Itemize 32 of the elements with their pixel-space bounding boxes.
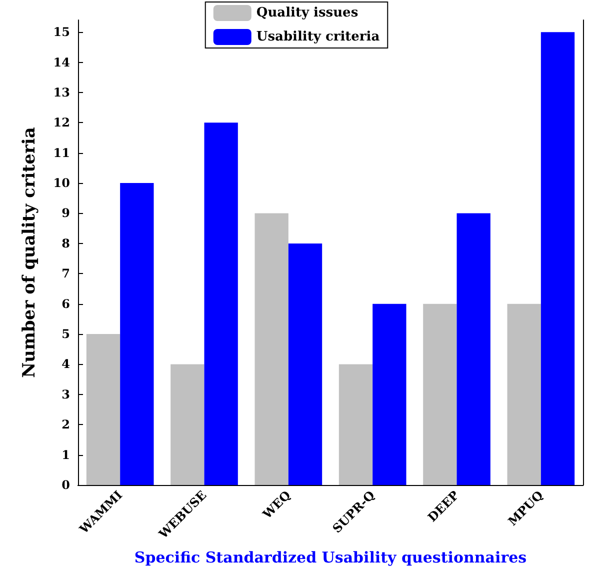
bar [456, 213, 490, 485]
y-tick-label: 10 [53, 176, 70, 190]
bar [120, 183, 154, 485]
y-tick-label: 4 [62, 357, 70, 372]
y-tick-label: 9 [62, 206, 70, 220]
y-tick-label: 3 [62, 387, 70, 402]
bar [254, 213, 288, 485]
bar [338, 364, 373, 485]
y-tick-label: 5 [62, 327, 70, 342]
bar [372, 304, 406, 485]
x-axis-title: Specific Standardized Usability questionnaires [134, 548, 527, 566]
y-tick-label: 6 [62, 296, 70, 311]
bar [423, 304, 457, 485]
legend-label: Usability criteria [256, 30, 380, 44]
y-tick-label: 7 [62, 266, 70, 281]
y-tick-label: 12 [53, 116, 70, 130]
y-tick-label: 8 [62, 236, 70, 250]
bar [507, 304, 541, 485]
bar [204, 122, 238, 485]
legend-label: Quality issues [256, 6, 358, 20]
bar [540, 32, 575, 485]
y-tick-label: 15 [53, 25, 70, 40]
bar [288, 243, 322, 485]
y-tick-label: 1 [62, 448, 70, 462]
y-axis-title: Number of quality criteria [20, 127, 40, 378]
y-tick-label: 13 [53, 85, 70, 100]
y-tick-label: 11 [53, 146, 70, 160]
bar [170, 364, 204, 485]
y-tick-label: 14 [53, 55, 70, 70]
y-tick-label: 2 [62, 418, 70, 432]
y-tick-label: 0 [62, 478, 70, 492]
bar [86, 334, 120, 485]
